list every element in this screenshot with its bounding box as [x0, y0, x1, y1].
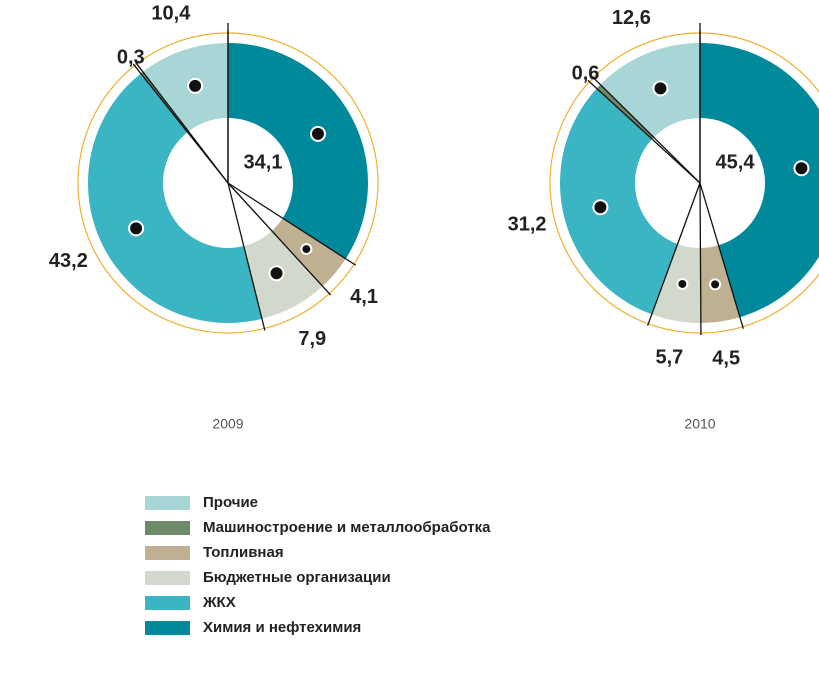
legend-swatch: [145, 621, 190, 635]
segment-marker: [128, 220, 145, 237]
segment-marker: [676, 277, 689, 290]
leader-line: [227, 182, 266, 331]
donut-segment: [651, 244, 701, 323]
legend-swatch: [145, 521, 190, 535]
legend-label: Бюджетные организации: [203, 569, 391, 586]
legend-swatch: [145, 596, 190, 610]
donut-segment: [596, 84, 654, 140]
segment-marker: [652, 80, 669, 97]
value-label: 34,1: [244, 151, 283, 173]
value-label: 45,4: [716, 151, 756, 173]
legend-label: Прочие: [203, 494, 258, 511]
leader-line: [227, 182, 357, 266]
value-label: 7,9: [298, 328, 326, 350]
leader-line: [647, 182, 701, 326]
donut-segment: [88, 73, 262, 323]
leader-line: [699, 182, 744, 329]
segment-marker: [592, 199, 609, 216]
leader-line: [587, 79, 701, 184]
chart-title: 2009: [212, 416, 243, 432]
donut-segment: [600, 43, 700, 138]
segment-marker: [268, 265, 285, 282]
legend-swatch: [145, 546, 190, 560]
leader-line: [227, 182, 332, 296]
leader-line: [699, 182, 702, 336]
value-label: 31,2: [508, 213, 547, 235]
legend-swatch: [145, 571, 190, 585]
value-label: 4,5: [712, 347, 740, 369]
donut-segment: [140, 71, 189, 133]
donut-segment: [560, 88, 678, 315]
value-label: 4,1: [350, 286, 378, 308]
legend-swatch: [145, 496, 190, 510]
legend-label: Топливная: [203, 544, 284, 561]
legend-label: Химия и нефтехимия: [203, 619, 361, 636]
legend-label: ЖКХ: [202, 594, 236, 611]
segment-marker: [709, 278, 722, 291]
legend-label: Машиностроение и металлообработка: [203, 519, 491, 536]
leader-line: [135, 61, 229, 184]
segment-marker: [300, 243, 313, 256]
value-label: 43,2: [49, 250, 88, 272]
value-label: 0,6: [572, 62, 600, 84]
value-label: 0,3: [117, 47, 145, 69]
segment-marker: [187, 77, 204, 94]
donut-segment: [700, 43, 819, 318]
segment-marker: [309, 125, 326, 142]
value-label: 12,6: [612, 7, 651, 29]
donut-segment: [228, 43, 368, 259]
value-label: 10,4: [151, 3, 191, 25]
chart-title: 2010: [684, 416, 715, 432]
leader-line: [591, 75, 701, 184]
donut-segment: [142, 43, 228, 132]
value-label: 5,7: [655, 347, 683, 369]
segment-marker: [793, 160, 810, 177]
